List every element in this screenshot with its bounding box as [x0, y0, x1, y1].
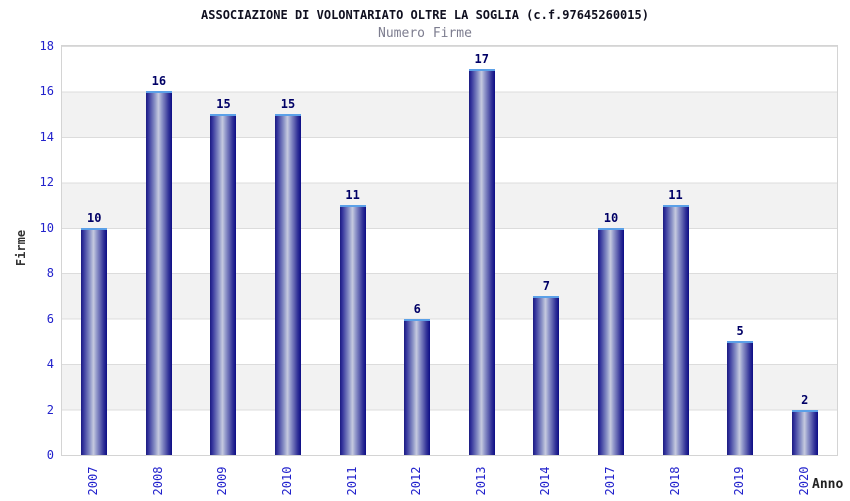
bar	[145, 91, 172, 455]
plot-area: 10 16 15 15 11 6 17 7 10 11 5 2	[61, 45, 838, 456]
y-tick-label: 14	[39, 129, 54, 144]
bar-value-label: 15	[280, 97, 296, 112]
bar	[662, 205, 689, 455]
bar	[533, 295, 560, 455]
x-tick-label: 2018	[667, 466, 682, 496]
bar-value-label: 7	[542, 278, 550, 293]
bar-value-label: 15	[216, 97, 231, 112]
x-tick-label: 2014	[538, 466, 553, 496]
x-tick-label: 2019	[732, 466, 747, 496]
y-tick-label: 16	[39, 84, 54, 99]
bar	[275, 114, 302, 455]
bar	[339, 205, 366, 455]
bar-value-label: 2	[801, 392, 809, 407]
y-tick-label: 4	[46, 357, 54, 372]
x-tick-label: 2008	[150, 466, 165, 496]
y-tick-label: 0	[46, 448, 54, 462]
bar	[597, 227, 624, 455]
x-tick-label: 2012	[409, 466, 424, 496]
x-tick-label: 2010	[280, 466, 295, 496]
y-tick-label: 8	[46, 266, 54, 281]
y-tick-label: 6	[46, 311, 54, 326]
bar	[404, 318, 431, 455]
y-tick-label: 10	[39, 220, 54, 235]
x-tick-label: 2017	[602, 466, 617, 496]
x-tick-label: 2011	[344, 466, 359, 496]
bar-value-label: 11	[345, 188, 360, 203]
x-tick-label: 2013	[473, 466, 488, 496]
x-tick-label: 2020	[796, 466, 811, 496]
bar-value-label: 6	[413, 301, 421, 316]
y-tick-label: 2	[46, 402, 54, 417]
y-tick-label: 12	[39, 175, 54, 190]
bar-value-label: 10	[603, 210, 619, 225]
bar-value-label: 10	[87, 210, 102, 225]
bar	[81, 227, 108, 455]
x-tick-label: 2007	[86, 466, 101, 496]
bar	[468, 68, 495, 455]
bar	[727, 341, 754, 455]
bar-value-label: 16	[151, 74, 167, 89]
bar	[210, 114, 237, 455]
y-tick-label: 18	[39, 39, 54, 53]
x-tick-label: 2009	[215, 466, 230, 496]
bar-value-label: 11	[668, 188, 683, 203]
bar-value-label: 17	[474, 51, 489, 66]
x-axis-label: Anno	[812, 477, 844, 492]
bar	[791, 409, 818, 455]
bar-value-label: 5	[736, 324, 744, 339]
chart-title: ASSOCIAZIONE DI VOLONTARIATO OLTRE LA SO…	[201, 8, 649, 22]
chart-subtitle: Numero Firme	[378, 26, 472, 41]
